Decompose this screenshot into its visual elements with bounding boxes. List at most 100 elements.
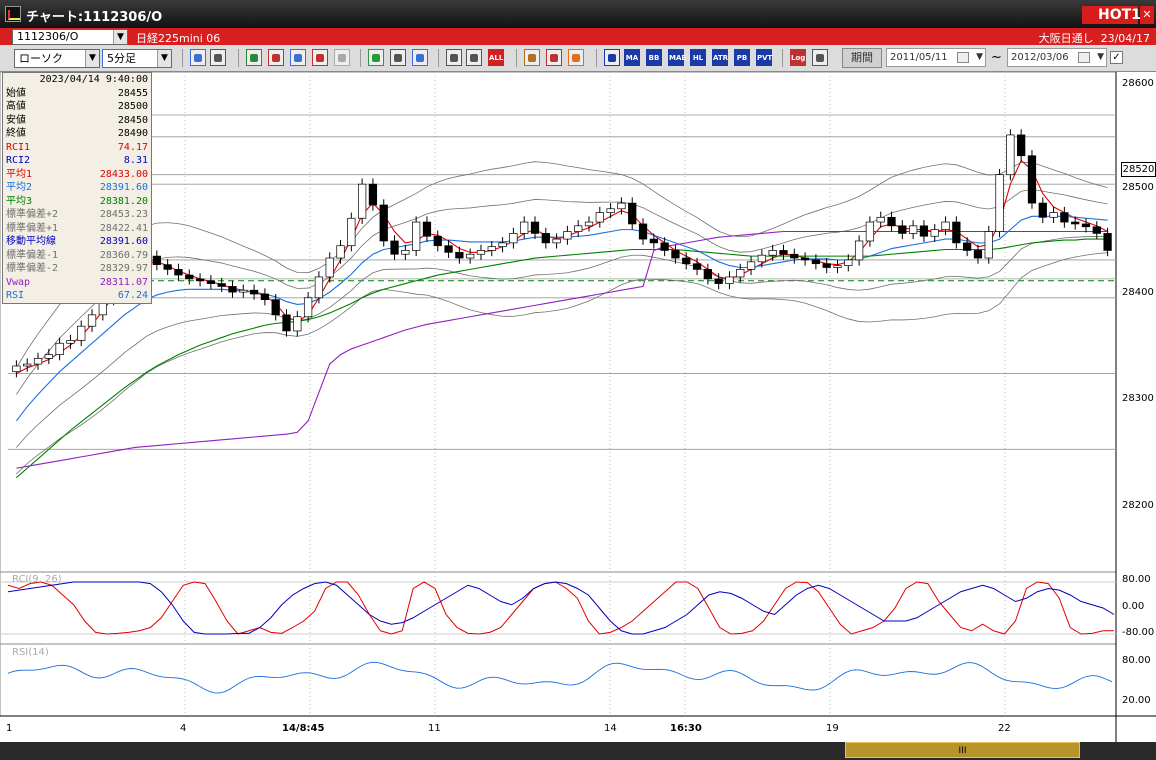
bar-chart-icon[interactable]	[290, 49, 306, 66]
close-icon[interactable]: ✕	[1140, 6, 1154, 24]
price-tick: 28500	[1122, 182, 1154, 193]
candle-body	[509, 233, 518, 244]
data-window-row: Vwap 28311.07	[3, 276, 151, 290]
period-button[interactable]: 期間	[842, 48, 882, 68]
warning-icon[interactable]	[334, 49, 350, 66]
scrollbar-thumb[interactable]: III	[845, 742, 1080, 758]
candle-body	[282, 314, 291, 332]
instrument-code-select[interactable]: 1112306/O ▼	[12, 29, 128, 45]
pencil-icon[interactable]	[368, 49, 384, 66]
candle-left-icon[interactable]	[446, 49, 462, 66]
log-icon[interactable]: Log	[790, 49, 806, 66]
candle-body	[530, 221, 540, 234]
data-window-label: 移動平均線	[6, 236, 56, 247]
candle-body	[919, 225, 929, 237]
series-line	[15, 215, 1108, 422]
time-tick: 1	[6, 723, 13, 734]
candle-body	[249, 289, 259, 295]
market-info: 大阪日通し 23/04/17	[1039, 30, 1150, 46]
pb-icon[interactable]: PB	[734, 49, 750, 66]
candle-body	[984, 231, 993, 259]
data-window-row: RCI2 8.31	[3, 154, 151, 168]
candle-body	[952, 221, 961, 244]
line-chart-icon[interactable]	[312, 49, 328, 66]
hot-label: HOT	[1098, 7, 1132, 23]
candle-body	[487, 246, 496, 251]
data-window-label: 平均1	[6, 168, 33, 180]
chart-area[interactable]: 2023/04/14 9:40:00 始値 28455 高値 28500 安値 28450…	[0, 72, 1156, 742]
pvt-icon[interactable]: PVT	[756, 49, 772, 66]
candle-body	[941, 221, 950, 230]
all-icon[interactable]: ALL	[488, 49, 504, 66]
bb-icon[interactable]: BB	[646, 49, 662, 66]
data-window-label: 平均3	[6, 195, 33, 207]
candle-body	[995, 174, 1004, 232]
time-tick: 19	[826, 723, 839, 734]
indicator-icon-glyph	[250, 54, 258, 62]
timeframe-select[interactable]: 5分足 ▼	[102, 49, 172, 68]
candle-body	[854, 240, 864, 261]
candle-body	[163, 264, 172, 270]
bollinger-band-line	[16, 188, 1108, 395]
date-to-field[interactable]: 2012/03/06 ▼	[1007, 48, 1107, 67]
ma-icon[interactable]: MA	[624, 49, 640, 66]
hot-badge[interactable]: HOT1	[1082, 6, 1141, 24]
data-window-row: 移動平均線 28391.60	[3, 235, 151, 249]
period-checkbox[interactable]: ✓	[1110, 51, 1123, 64]
series-line	[16, 238, 1108, 479]
export-icon[interactable]	[812, 49, 828, 66]
price-chart[interactable]	[0, 72, 1156, 742]
gear-icon[interactable]	[524, 49, 540, 66]
candle-body	[973, 250, 983, 259]
search-chart-icon[interactable]	[268, 49, 284, 66]
candle-body	[87, 314, 97, 327]
pointer-icon[interactable]	[390, 49, 406, 66]
candle-body	[574, 225, 583, 232]
rci-panel-title: RCI(9, 26)	[12, 574, 62, 585]
rsi-panel-title: RSI(14)	[12, 647, 49, 658]
data-window-row: 高値 28500	[3, 100, 151, 114]
bar-chart-icon-glyph	[294, 54, 302, 62]
chevron-down-icon[interactable]: ▼	[113, 30, 127, 44]
palette-icon[interactable]	[568, 49, 584, 66]
rci-tick: 0.00	[1122, 601, 1145, 612]
chevron-down-icon[interactable]: ▼	[85, 50, 99, 67]
data-window-value: 28450	[117, 114, 148, 126]
candle-body	[77, 325, 86, 341]
date-from-field[interactable]: 2011/05/11 ▼	[886, 48, 986, 67]
hl-icon[interactable]: HL	[690, 49, 706, 66]
cursor-line-icon[interactable]	[210, 49, 226, 66]
toolbar-separator	[238, 49, 239, 67]
candle-body	[66, 340, 75, 344]
chevron-down-icon[interactable]: ▼	[157, 50, 171, 67]
data-window-label: RSI	[6, 290, 25, 301]
chart-scrollbar[interactable]: III	[0, 742, 1156, 760]
candle-body	[757, 254, 767, 263]
candle-body	[552, 238, 561, 244]
candle-body	[660, 242, 669, 251]
wrench-icon[interactable]	[546, 49, 562, 66]
zoom-icon[interactable]	[190, 49, 206, 66]
data-window-row: 標準偏差-2 28329.97	[3, 262, 151, 276]
mae-icon[interactable]: MAE	[668, 49, 686, 66]
grid-icon[interactable]	[604, 49, 620, 66]
data-window-label: RCI2	[6, 155, 31, 166]
chart-type-select[interactable]: ローソク ▼	[14, 49, 100, 68]
toolbar-separator	[516, 49, 517, 67]
undo-icon[interactable]	[412, 49, 428, 66]
chevron-down-icon[interactable]: ▼	[1097, 52, 1104, 62]
candle-body	[563, 231, 572, 240]
chevron-down-icon[interactable]: ▼	[976, 52, 983, 62]
time-tick: 4	[180, 723, 187, 734]
calendar-icon[interactable]	[1078, 52, 1090, 63]
candle-body	[768, 250, 777, 256]
data-window-row: 標準偏差-1 28360.79	[3, 249, 151, 263]
candle-body	[260, 293, 270, 301]
calendar-icon[interactable]	[957, 52, 969, 63]
candle-right-icon[interactable]	[466, 49, 482, 66]
indicator-icon[interactable]	[246, 49, 262, 66]
pencil-icon-glyph	[372, 54, 380, 62]
data-window-row: 平均2 28391.60	[3, 181, 151, 195]
candle-body	[314, 276, 324, 299]
atr-icon[interactable]: ATR	[712, 49, 728, 66]
